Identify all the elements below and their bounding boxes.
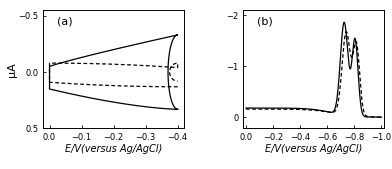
X-axis label: E/V(versus Ag/AgCl): E/V(versus Ag/AgCl) xyxy=(65,144,162,154)
Text: (b): (b) xyxy=(257,16,273,26)
Text: (a): (a) xyxy=(57,16,73,26)
X-axis label: E/V(versus Ag/AgCl): E/V(versus Ag/AgCl) xyxy=(265,144,362,154)
Y-axis label: μA: μA xyxy=(7,62,17,77)
